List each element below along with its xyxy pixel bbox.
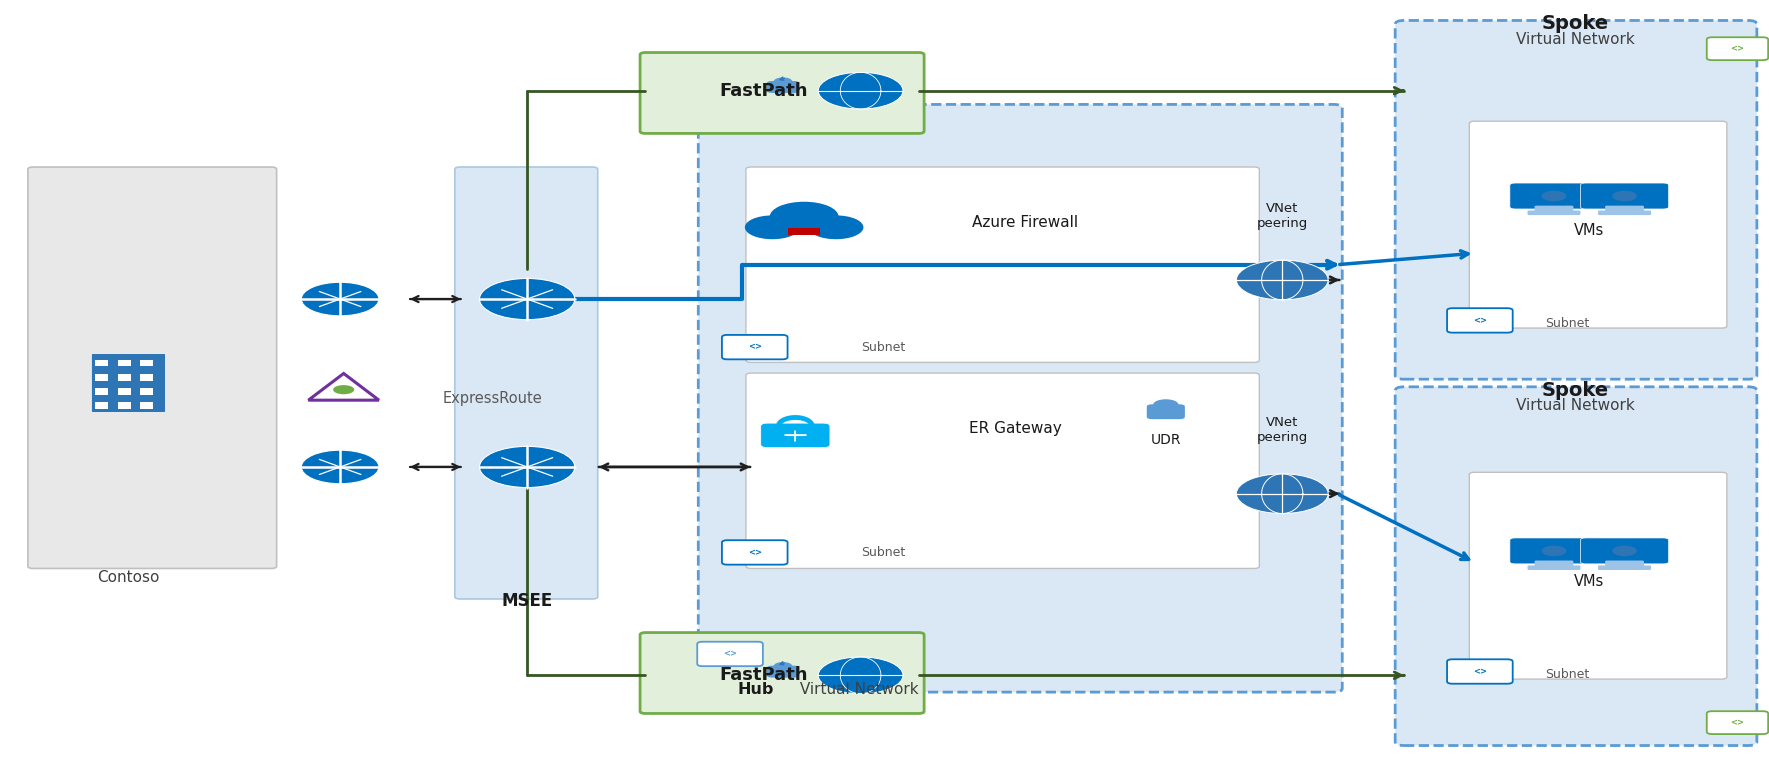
FancyBboxPatch shape (140, 374, 154, 381)
FancyBboxPatch shape (92, 354, 166, 412)
FancyBboxPatch shape (697, 642, 762, 666)
Circle shape (1237, 474, 1329, 513)
FancyBboxPatch shape (1396, 21, 1757, 379)
FancyBboxPatch shape (119, 388, 131, 395)
Circle shape (773, 77, 793, 86)
FancyBboxPatch shape (119, 374, 131, 381)
FancyBboxPatch shape (1511, 538, 1597, 564)
FancyBboxPatch shape (722, 540, 787, 565)
Circle shape (808, 215, 863, 239)
FancyBboxPatch shape (1527, 565, 1580, 570)
FancyBboxPatch shape (96, 388, 108, 395)
FancyBboxPatch shape (1470, 121, 1727, 328)
Text: VMs: VMs (1574, 574, 1604, 589)
FancyBboxPatch shape (119, 359, 131, 366)
Circle shape (479, 447, 575, 488)
Circle shape (1612, 191, 1636, 201)
FancyBboxPatch shape (119, 402, 131, 409)
Circle shape (1153, 399, 1178, 411)
Circle shape (301, 450, 379, 484)
FancyBboxPatch shape (1580, 538, 1668, 564)
FancyBboxPatch shape (1534, 205, 1573, 212)
Circle shape (1612, 545, 1636, 556)
FancyBboxPatch shape (96, 359, 108, 366)
FancyBboxPatch shape (722, 335, 787, 359)
FancyBboxPatch shape (455, 167, 598, 599)
Text: <>: <> (748, 342, 762, 352)
FancyBboxPatch shape (96, 374, 108, 381)
FancyBboxPatch shape (766, 81, 800, 93)
FancyBboxPatch shape (747, 167, 1260, 362)
Text: Subnet: Subnet (862, 546, 906, 559)
Circle shape (333, 385, 354, 394)
FancyBboxPatch shape (775, 222, 833, 228)
FancyBboxPatch shape (1511, 183, 1597, 209)
FancyBboxPatch shape (1527, 211, 1580, 215)
FancyBboxPatch shape (1597, 565, 1650, 570)
Text: Subnet: Subnet (1544, 317, 1589, 330)
FancyBboxPatch shape (1396, 387, 1757, 745)
Text: Subnet: Subnet (1544, 668, 1589, 681)
Text: ER Gateway: ER Gateway (969, 421, 1061, 437)
Circle shape (819, 72, 902, 109)
Text: ExpressRoute: ExpressRoute (442, 391, 543, 406)
FancyBboxPatch shape (1534, 561, 1573, 568)
Text: VMs: VMs (1574, 223, 1604, 238)
Circle shape (479, 278, 575, 319)
FancyBboxPatch shape (96, 402, 108, 409)
FancyBboxPatch shape (640, 53, 923, 133)
Text: FastPath: FastPath (720, 666, 808, 684)
FancyBboxPatch shape (140, 359, 154, 366)
FancyBboxPatch shape (640, 633, 923, 713)
Text: Virtual Network: Virtual Network (1516, 32, 1635, 47)
Text: Contoso: Contoso (97, 570, 159, 585)
Text: MSEE: MSEE (502, 591, 552, 610)
Text: Spoke: Spoke (1541, 381, 1608, 400)
FancyBboxPatch shape (1146, 404, 1185, 419)
Circle shape (1541, 191, 1566, 201)
Text: UDR: UDR (1150, 434, 1182, 447)
Text: <>: <> (1730, 44, 1744, 53)
FancyBboxPatch shape (747, 373, 1260, 568)
FancyBboxPatch shape (1604, 205, 1643, 212)
Text: <>: <> (724, 650, 738, 659)
Text: Hub: Hub (738, 683, 773, 697)
FancyBboxPatch shape (28, 167, 276, 568)
FancyBboxPatch shape (1580, 183, 1668, 209)
Text: Subnet: Subnet (862, 341, 906, 354)
Circle shape (773, 662, 793, 670)
Circle shape (819, 657, 902, 694)
Circle shape (745, 215, 800, 239)
Text: <>: <> (1474, 316, 1488, 325)
FancyBboxPatch shape (140, 402, 154, 409)
Circle shape (770, 201, 839, 231)
FancyBboxPatch shape (1597, 211, 1650, 215)
Text: Virtual Network: Virtual Network (1516, 398, 1635, 414)
Circle shape (1541, 545, 1566, 556)
FancyBboxPatch shape (1447, 660, 1512, 684)
FancyBboxPatch shape (699, 104, 1343, 692)
Text: <>: <> (748, 548, 762, 557)
FancyBboxPatch shape (140, 388, 154, 395)
FancyBboxPatch shape (1707, 711, 1769, 734)
FancyBboxPatch shape (766, 666, 800, 678)
FancyBboxPatch shape (789, 228, 821, 235)
Text: VNet
peering: VNet peering (1256, 416, 1307, 444)
FancyBboxPatch shape (1604, 561, 1643, 568)
Text: <>: <> (1474, 667, 1488, 676)
Text: Virtual Network: Virtual Network (796, 683, 918, 697)
FancyBboxPatch shape (1447, 308, 1512, 332)
Circle shape (1237, 260, 1329, 300)
Text: Spoke: Spoke (1541, 15, 1608, 34)
Text: VNet
peering: VNet peering (1256, 202, 1307, 231)
FancyBboxPatch shape (1707, 38, 1769, 61)
Text: FastPath: FastPath (720, 82, 808, 100)
Circle shape (301, 282, 379, 316)
FancyBboxPatch shape (1470, 473, 1727, 679)
Text: <>: <> (1730, 719, 1744, 727)
Text: Azure Firewall: Azure Firewall (971, 215, 1077, 231)
FancyBboxPatch shape (761, 423, 830, 447)
